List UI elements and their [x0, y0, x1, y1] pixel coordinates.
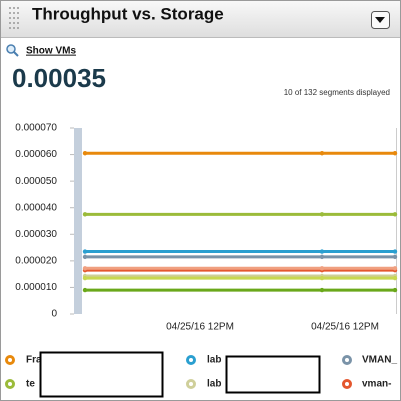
y-tick-label: 0.000040	[15, 202, 57, 213]
legend-label: lab	[207, 379, 221, 390]
data-point	[319, 287, 325, 293]
legend-swatch	[186, 379, 196, 389]
y-tick-label: 0.000020	[15, 255, 57, 266]
legend-swatch	[342, 355, 352, 365]
data-point	[82, 254, 88, 260]
y-tick-label: 0.000030	[15, 229, 57, 240]
data-point	[82, 151, 88, 156]
widget-title: Throughput vs. Storage	[32, 4, 224, 23]
x-tick-label: 04/25/16 12PM	[311, 322, 379, 333]
data-point	[82, 287, 88, 293]
legend-label: te	[26, 379, 35, 390]
redaction-box	[225, 355, 321, 394]
legend-label: lab	[207, 355, 221, 366]
data-point	[392, 287, 398, 293]
data-point	[392, 151, 398, 156]
data-point	[82, 266, 88, 271]
y-tick-label: 0	[51, 309, 57, 320]
legend-swatch	[342, 379, 352, 389]
redaction-box	[39, 351, 164, 398]
data-point	[319, 212, 325, 217]
data-point	[392, 254, 398, 260]
data-point	[392, 266, 398, 271]
data-point	[319, 249, 325, 254]
data-point	[319, 151, 325, 156]
segments-note: 10 of 132 segments displayed	[284, 88, 390, 97]
title-bar	[1, 1, 400, 37]
legend-swatch	[186, 355, 196, 365]
data-point	[319, 254, 325, 260]
y-tick-label: 0.000060	[15, 149, 57, 160]
drag-grip[interactable]	[9, 7, 19, 29]
data-point	[82, 212, 88, 217]
data-point	[392, 212, 398, 217]
search-icon	[6, 44, 19, 57]
data-point	[392, 275, 398, 281]
summary-value: 0.00035	[12, 63, 106, 93]
menu-button[interactable]	[371, 11, 390, 29]
y-tick-label: 0.000010	[15, 282, 57, 293]
y-tick-label: 0.000070	[15, 123, 57, 134]
legend-swatch	[5, 379, 15, 389]
legend-label: VMAN_	[362, 355, 397, 366]
y-tick-label: 0.000050	[15, 176, 57, 187]
data-point	[319, 266, 325, 271]
x-tick-label: 04/25/16 12PM	[166, 322, 234, 333]
data-point	[319, 275, 325, 281]
show-vms-link[interactable]: Show VMs	[26, 46, 76, 57]
data-point	[392, 249, 398, 254]
legend-swatch	[5, 355, 15, 365]
axis-band	[74, 128, 82, 314]
legend-label: Fra	[26, 355, 42, 366]
data-point	[82, 249, 88, 254]
legend-label: vman-	[362, 379, 391, 390]
data-point	[82, 275, 88, 281]
